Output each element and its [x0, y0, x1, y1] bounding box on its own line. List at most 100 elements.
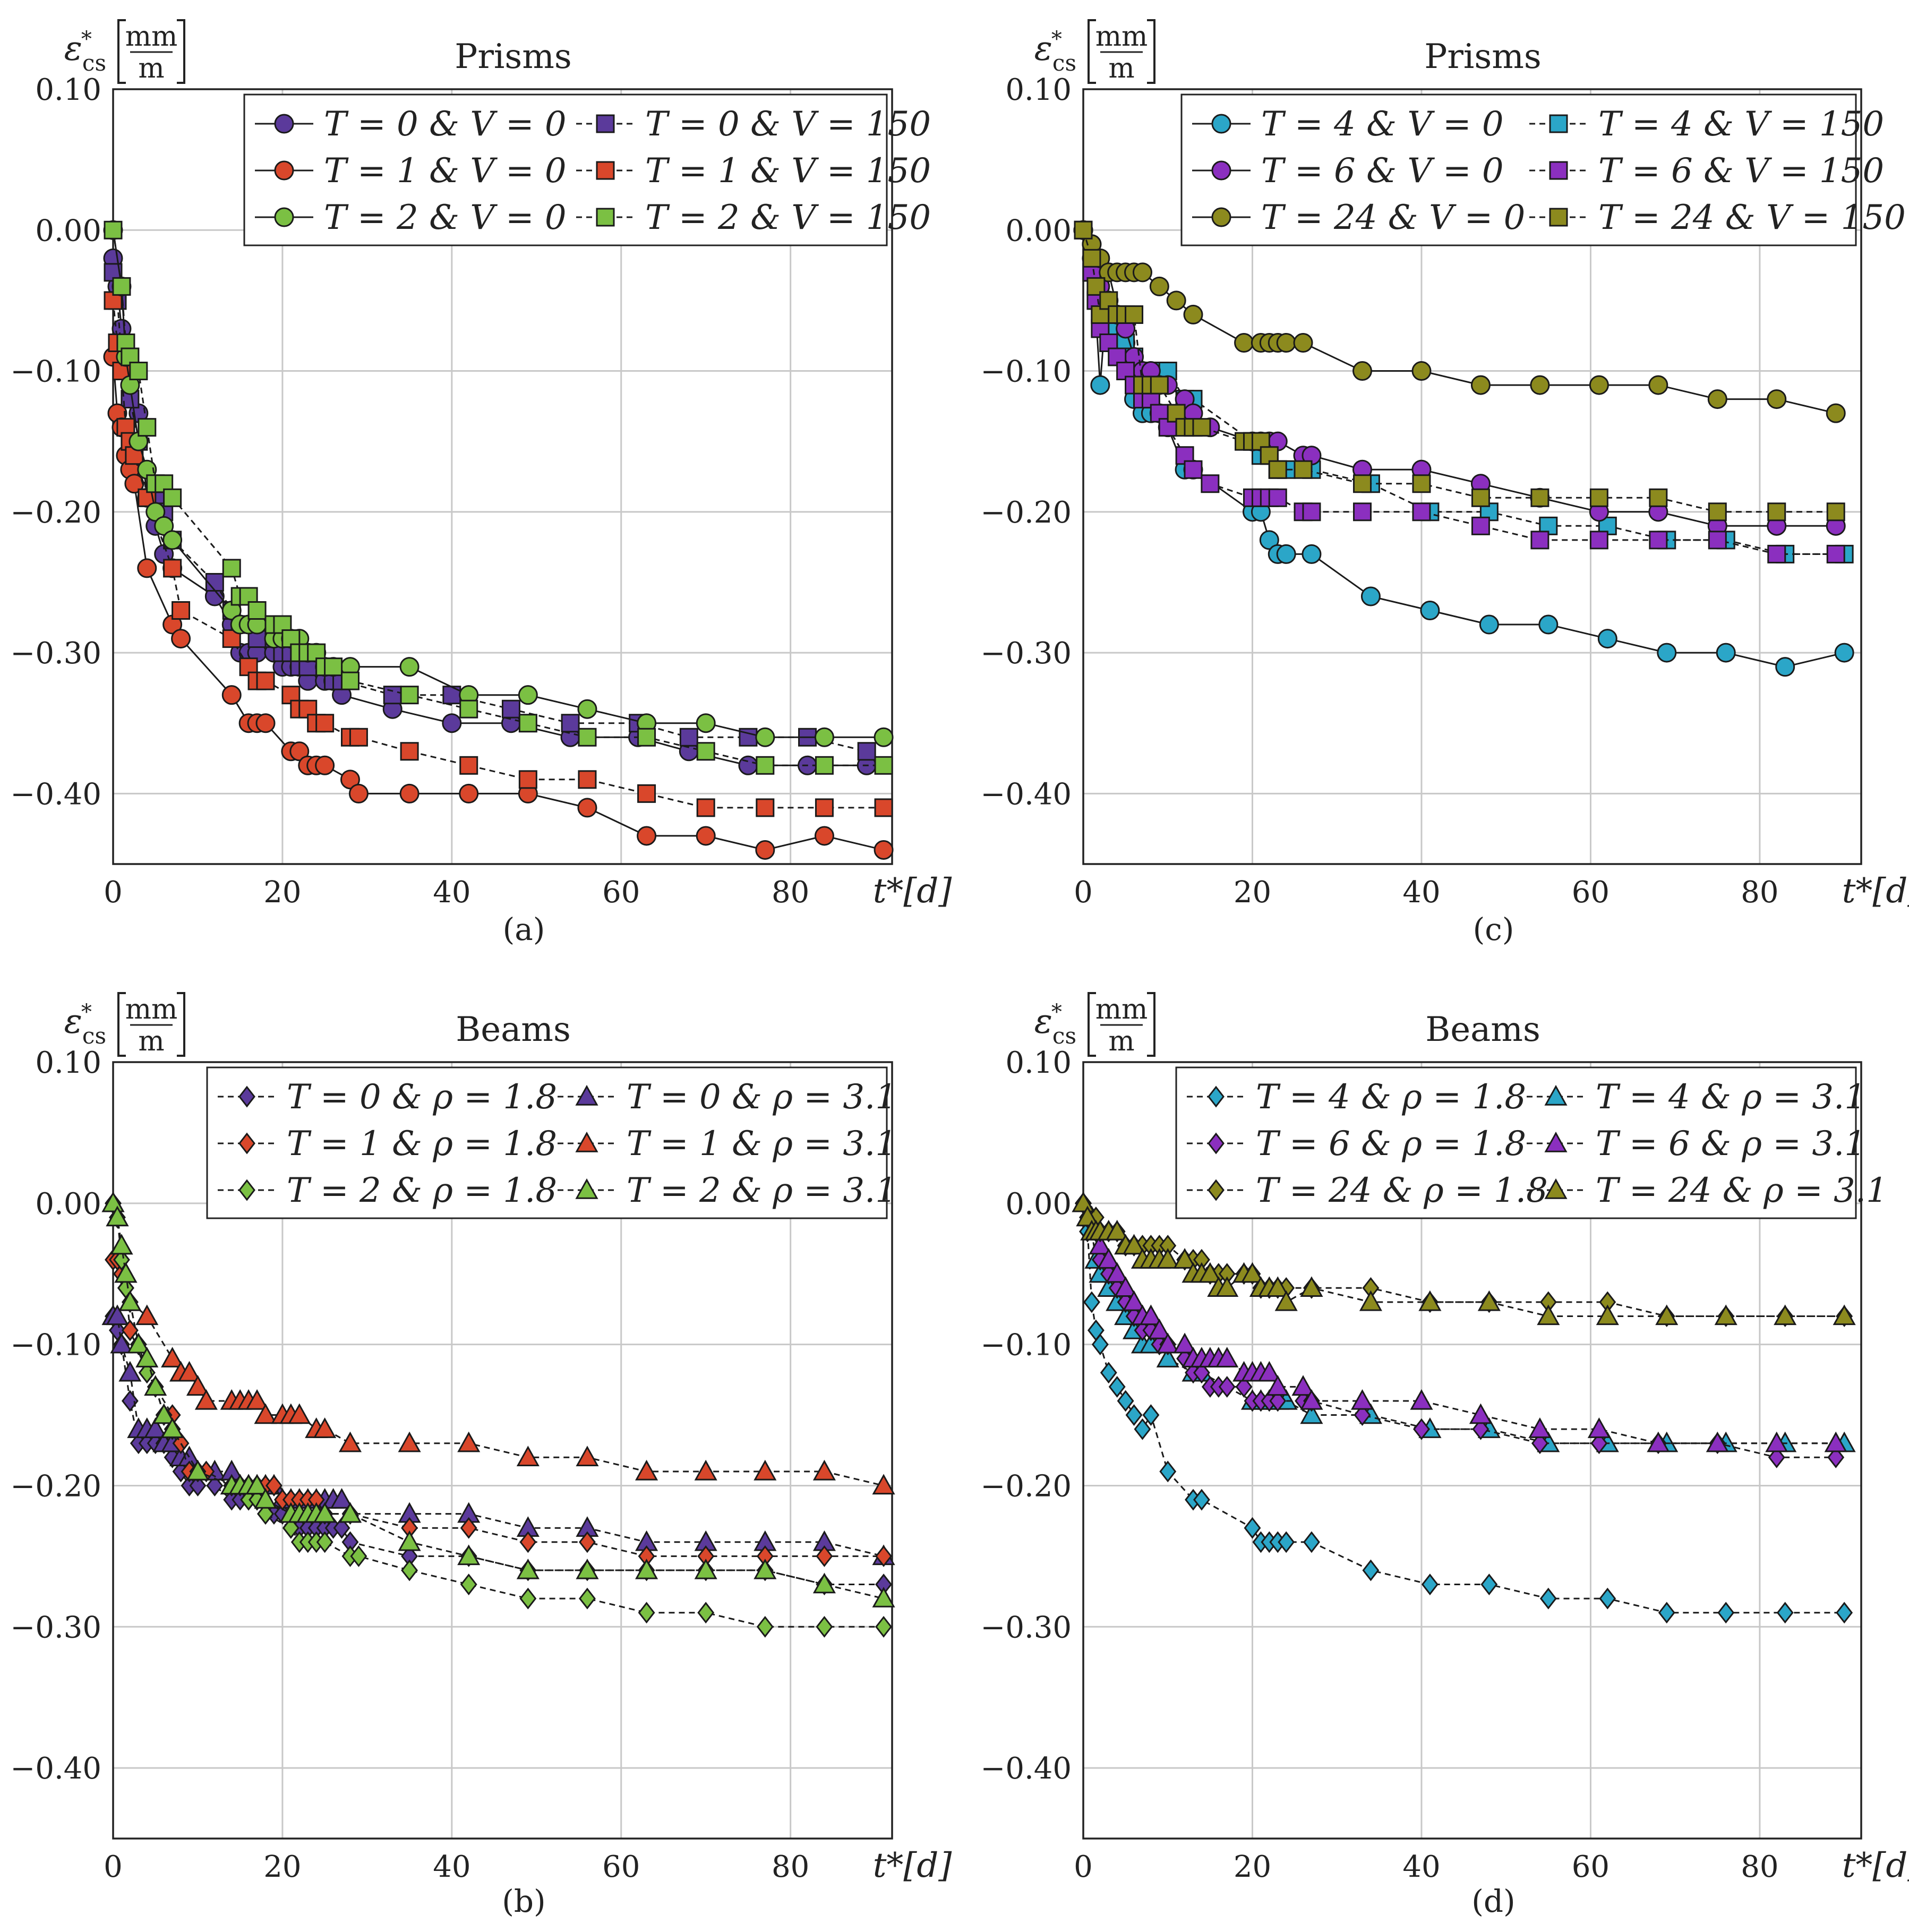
data-point — [1362, 1559, 1380, 1581]
y-unit-bracket-right — [1147, 19, 1155, 84]
y-unit-denominator: m — [138, 53, 164, 84]
data-point — [577, 798, 597, 818]
y-tick-label: 0.00 — [1005, 213, 1072, 248]
y-unit-denominator: m — [1108, 53, 1134, 84]
data-point — [1537, 1304, 1560, 1326]
data-point — [162, 530, 183, 550]
data-point — [1472, 1418, 1489, 1440]
data-point — [1471, 488, 1490, 507]
legend-entry-3: T = 6 & ρ = 3.1 — [1527, 1124, 1866, 1164]
y-tick-label: −0.10 — [980, 355, 1072, 389]
data-point — [1827, 1446, 1845, 1468]
y-unit-numerator: mm — [1095, 994, 1148, 1025]
data-point — [1714, 1304, 1737, 1326]
data-point — [1589, 531, 1608, 550]
data-point — [383, 686, 402, 705]
data-point — [1199, 1262, 1222, 1283]
x-axis-label: t*[d] — [873, 1846, 953, 1885]
data-point — [1352, 361, 1372, 381]
data-point — [1658, 1602, 1675, 1624]
data-point — [135, 1304, 159, 1326]
data-point — [696, 742, 715, 761]
data-point — [457, 1431, 481, 1452]
data-point — [398, 1431, 421, 1452]
data-point — [1590, 1432, 1608, 1455]
data-point — [518, 770, 537, 789]
legend-entry-2: T = 6 & V = 0 — [1192, 151, 1504, 191]
series-1 — [1072, 1191, 1856, 1452]
data-point — [1775, 657, 1795, 677]
y-tick-label: −0.20 — [980, 1469, 1072, 1503]
data-point — [350, 1545, 367, 1567]
series-3 — [104, 291, 893, 817]
x-axis-label: t*[d] — [873, 871, 953, 911]
data-point — [138, 1362, 156, 1384]
data-point — [129, 362, 148, 381]
legend-marker — [274, 114, 294, 134]
y-tick-label: 0.10 — [35, 73, 101, 107]
data-point — [1300, 1276, 1323, 1297]
x-tick-label: 40 — [1402, 875, 1440, 910]
data-point — [221, 685, 242, 705]
legend-entry-2: T = 6 & ρ = 1.8 — [1187, 1124, 1526, 1164]
x-axis-label: t*[d] — [1842, 1846, 1909, 1885]
y-tick-label: 0.00 — [35, 1187, 101, 1221]
data-point — [340, 770, 360, 790]
data-point — [637, 728, 656, 747]
data-point — [1657, 643, 1677, 663]
data-point — [696, 713, 716, 733]
y-tick-label: −0.40 — [10, 777, 101, 811]
legend-marker — [1549, 161, 1568, 180]
series-line — [1082, 229, 1836, 527]
data-point — [1359, 1290, 1382, 1311]
legend: T = 0 & V = 0 T = 0 & V = 150 T = 1 & V = … — [243, 93, 931, 246]
legend-label: T = 6 & ρ = 3.1 — [1596, 1124, 1866, 1164]
x-tick-label: 60 — [1572, 1850, 1610, 1884]
data-point — [875, 1545, 892, 1567]
data-point — [324, 657, 343, 677]
data-point — [756, 756, 775, 775]
chart-title: Beams — [456, 1010, 571, 1049]
data-point — [1183, 304, 1203, 324]
y-axis-label: ε* cs — [1034, 27, 1076, 76]
data-point — [137, 558, 157, 578]
series-5 — [104, 220, 893, 775]
x-tick-label: 80 — [1741, 875, 1778, 910]
legend: T = 0 & ρ = 1.8 T = 0 & ρ = 3.1 T = 1 & ρ … — [206, 1066, 897, 1219]
data-point — [694, 1459, 717, 1481]
legend-marker — [1208, 1179, 1225, 1201]
legend-entry-2: T = 1 & ρ = 1.8 — [218, 1124, 557, 1164]
plot-frame — [1082, 88, 1862, 865]
y-tick-label: −0.40 — [10, 1751, 101, 1786]
data-point — [459, 699, 478, 719]
data-point — [635, 1558, 658, 1579]
data-point — [1833, 1304, 1856, 1326]
data-point — [1587, 1417, 1611, 1438]
data-point — [1276, 544, 1296, 564]
legend-label: T = 4 & ρ = 3.1 — [1596, 1078, 1866, 1117]
data-point — [1139, 1304, 1162, 1326]
data-point — [501, 699, 520, 719]
data-point — [144, 1375, 167, 1396]
data-point — [1193, 1489, 1210, 1511]
data-point — [1132, 262, 1152, 283]
data-point — [1768, 1446, 1785, 1468]
data-point — [177, 1361, 201, 1382]
legend-label: T = 4 & V = 0 — [1261, 105, 1504, 144]
data-point — [754, 1558, 777, 1579]
data-point — [1097, 1248, 1120, 1269]
data-point — [816, 1615, 833, 1638]
data-point — [152, 1403, 176, 1424]
x-tick-label: 80 — [1741, 1850, 1778, 1884]
data-point — [697, 1602, 715, 1624]
data-point — [245, 1474, 269, 1495]
legend-entry-5: T = 2 & V = 150 — [576, 198, 931, 237]
data-point — [1268, 488, 1287, 507]
data-point — [812, 1459, 836, 1481]
data-point — [1278, 1531, 1295, 1553]
y-axis-label: ε* cs — [1034, 1000, 1076, 1049]
data-point — [1302, 544, 1322, 564]
data-point — [638, 1602, 655, 1624]
legend-marker — [575, 1131, 598, 1152]
